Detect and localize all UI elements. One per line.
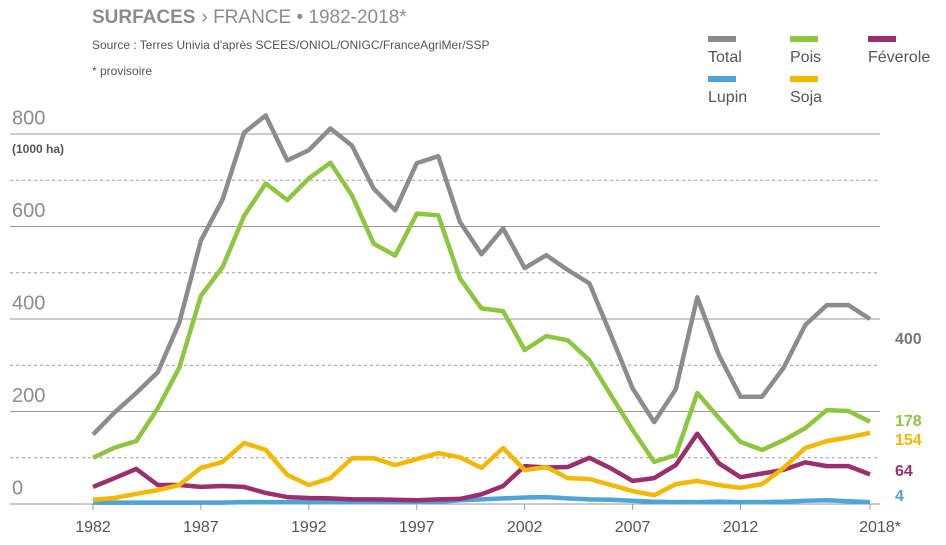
legend-swatch [868,36,896,42]
end-label: 178 [895,413,922,430]
x-tick-label: 2002 [507,519,543,536]
y-tick-label: 0 [12,477,23,499]
x-tick-label: 2018* [859,519,901,536]
series-line [92,160,871,465]
y-tick-label: 800 [12,107,45,129]
legend-label: Lupin [708,89,747,106]
x-tick-label: 1987 [183,519,219,536]
series-line [93,494,871,505]
y-tick-label: 200 [12,385,45,407]
end-label: 400 [895,331,922,348]
legend-swatch [790,76,818,82]
legend-label: Soja [790,89,822,106]
y-tick-label: 400 [12,292,45,314]
x-tick-label: 1997 [399,519,435,536]
y-tick-label: 600 [12,200,45,222]
legend-label: Féverole [868,49,930,66]
x-tick-label: 2007 [615,519,651,536]
x-tick-label: 1992 [291,519,327,536]
legend-swatch [708,76,736,82]
title-main: SURFACES [92,7,195,28]
legend-swatch [708,36,736,42]
title-suffix: › FRANCE • 1982-2018* [201,7,407,28]
y-unit: (1000 ha) [12,142,64,156]
series-line [92,430,871,503]
note: * provisoire [92,64,152,78]
series-line [92,431,871,503]
x-tick-label: 2012 [723,519,759,536]
end-label: 154 [895,432,922,449]
legend-swatch [790,36,818,42]
source: Source : Terres Univia d'après SCEES/ONI… [92,38,490,52]
end-label: 4 [895,488,904,505]
x-tick-label: 1982 [75,519,111,536]
legend-label: Pois [790,49,821,66]
chart-title: SURFACES › FRANCE • 1982-2018* [92,7,407,28]
series-line [91,113,872,437]
legend-label: Total [708,49,742,66]
end-label: 64 [895,463,913,480]
